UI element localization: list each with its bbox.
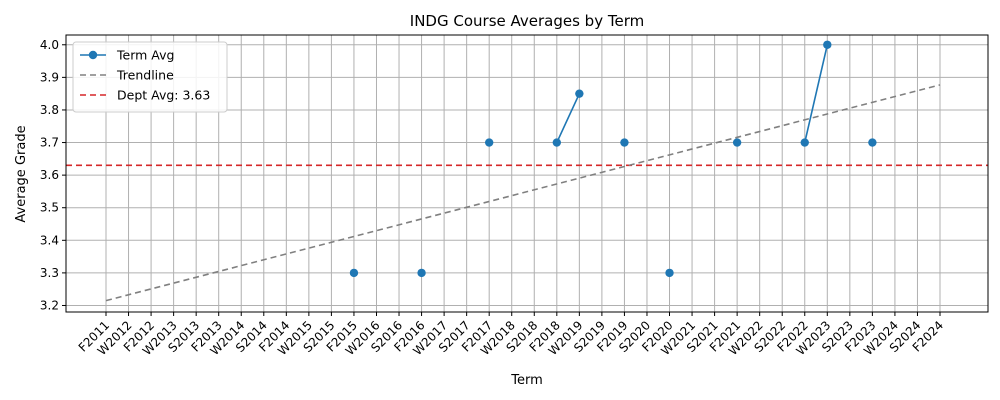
y-tick-label: 3.7 (40, 136, 59, 150)
term-avg-point (620, 138, 629, 147)
plot-frame (65, 34, 989, 313)
y-tick-label: 3.5 (40, 201, 59, 215)
trendline (105, 84, 941, 302)
term-avg-point (732, 138, 742, 147)
legend: Term Avg Trendline Dept Avg: 3.63 (72, 41, 228, 113)
term-avg-point (417, 268, 426, 278)
y-tick-label: 3.9 (40, 70, 59, 84)
term-avg-segment (803, 44, 829, 143)
term-avg-point (552, 138, 562, 147)
term-avg-point (823, 40, 832, 49)
y-tick-label: 4.0 (40, 38, 59, 52)
term-avg-point (484, 138, 494, 147)
plot-area (66, 40, 988, 302)
chart-title: INDG Course Averages by Term (410, 12, 644, 30)
legend-marker (88, 50, 98, 60)
y-axis-title: Average Grade (14, 125, 29, 222)
term-avg-segment (556, 93, 581, 143)
y-axis: 3.2 3.3 3.4 3.5 3.6 3.7 3.8 3.9 4.0 (40, 38, 66, 312)
x-axis-title: Term (510, 373, 543, 388)
y-tick-label: 3.4 (40, 233, 59, 247)
legend-box (72, 41, 228, 113)
legend-label: Trendline (116, 68, 174, 83)
legend-label: Term Avg (116, 48, 174, 63)
y-tick-label: 3.3 (40, 266, 59, 280)
y-tick-label: 3.6 (40, 168, 59, 182)
legend-label: Dept Avg: 3.63 (117, 88, 210, 103)
term-avg-point (868, 138, 877, 147)
term-avg-point (575, 89, 584, 98)
y-tick-label: 3.8 (40, 103, 59, 117)
y-tick-label: 3.2 (40, 298, 59, 312)
term-avg-point (800, 138, 809, 147)
term-avg-point (349, 268, 359, 278)
x-axis: F2011W2012F2012W2013S2013F2013W2014S2014… (76, 312, 946, 358)
term-avg-point (665, 268, 674, 278)
